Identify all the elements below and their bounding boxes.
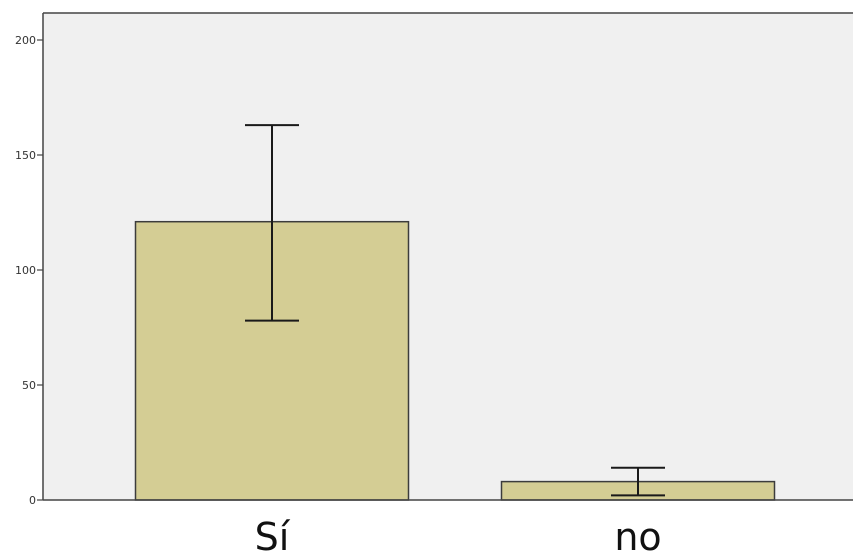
y-ticks-layer: 0 50 100 150 200 xyxy=(15,34,43,507)
y-tick-label: 100 xyxy=(15,264,36,277)
error-bar xyxy=(611,466,665,497)
x-tick-label: no xyxy=(614,515,661,551)
x-tick-label: Sí xyxy=(255,515,291,551)
axes-layer xyxy=(42,12,853,501)
y-tick-label: 50 xyxy=(22,379,36,392)
error-bar xyxy=(245,124,299,322)
y-tick-label: 150 xyxy=(15,149,36,162)
error-bars-layer xyxy=(245,124,665,497)
y-tick-label: 0 xyxy=(29,494,36,507)
y-tick-label: 200 xyxy=(15,34,36,47)
x-tick-labels-layer: Sí no xyxy=(255,515,662,556)
